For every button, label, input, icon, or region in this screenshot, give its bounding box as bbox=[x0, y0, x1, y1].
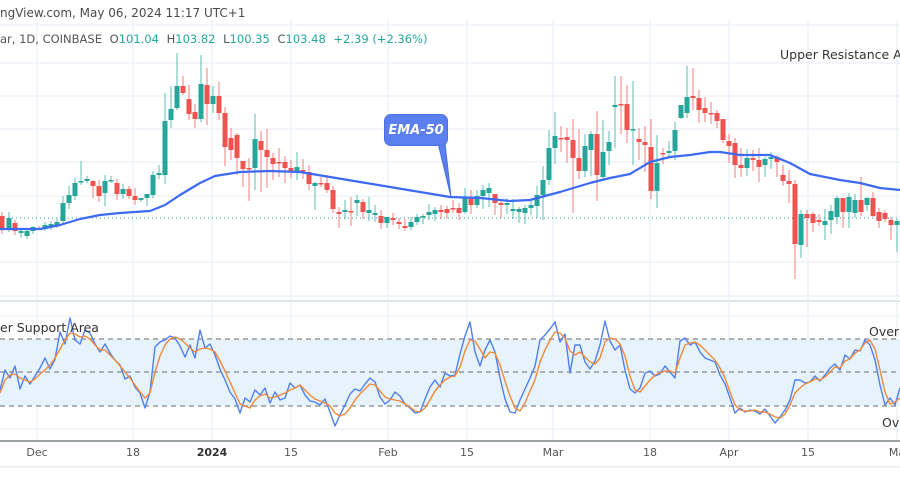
time-axis-tick: 15 bbox=[460, 446, 474, 459]
time-axis-tick: Dec bbox=[26, 446, 48, 459]
time-axis-tick: Mar bbox=[542, 446, 564, 459]
ema50-line bbox=[0, 150, 900, 231]
candlesticks bbox=[0, 53, 900, 279]
time-axis-tick: 18 bbox=[643, 446, 657, 459]
symbol-info: ar, 1D, COINBASE bbox=[0, 32, 102, 46]
time-axis-tick: 18 bbox=[126, 446, 140, 459]
upper-resistance-label: Upper Resistance Are bbox=[780, 47, 900, 62]
ema-callout-pointer bbox=[437, 142, 452, 198]
time-axis-tick: Feb bbox=[378, 446, 398, 459]
time-axis-tick: 2024 bbox=[196, 446, 228, 459]
time-axis-tick: 15 bbox=[284, 446, 298, 459]
symbol-legend: ar, 1D, COINBASE O101.04 H103.82 L100.35… bbox=[0, 32, 431, 46]
time-axis-tick: 15 bbox=[801, 446, 815, 459]
source-timestamp: ngView.com, May 06, 2024 11:17 UTC+1 bbox=[0, 6, 246, 20]
stochastic-lines bbox=[0, 317, 900, 427]
overbought-label: Overb bbox=[869, 324, 900, 339]
ohlc-change: +2.39 (+2.36%) bbox=[333, 32, 428, 46]
lower-support-label: er Support Area bbox=[0, 320, 99, 335]
ohlc-open: O101.04 bbox=[109, 32, 159, 46]
ema-callout: EMA-50 bbox=[384, 114, 448, 146]
axis-bottom-divider bbox=[0, 466, 900, 468]
oversold-label: Ove bbox=[882, 415, 900, 430]
ohlc-low: L100.35 bbox=[223, 32, 270, 46]
time-axis-tick: Ma bbox=[888, 446, 900, 459]
ohlc-high: H103.82 bbox=[166, 32, 216, 46]
time-axis-tick: Apr bbox=[719, 446, 739, 459]
ohlc-close: C103.48 bbox=[277, 32, 326, 46]
stochastic-band bbox=[0, 338, 900, 407]
